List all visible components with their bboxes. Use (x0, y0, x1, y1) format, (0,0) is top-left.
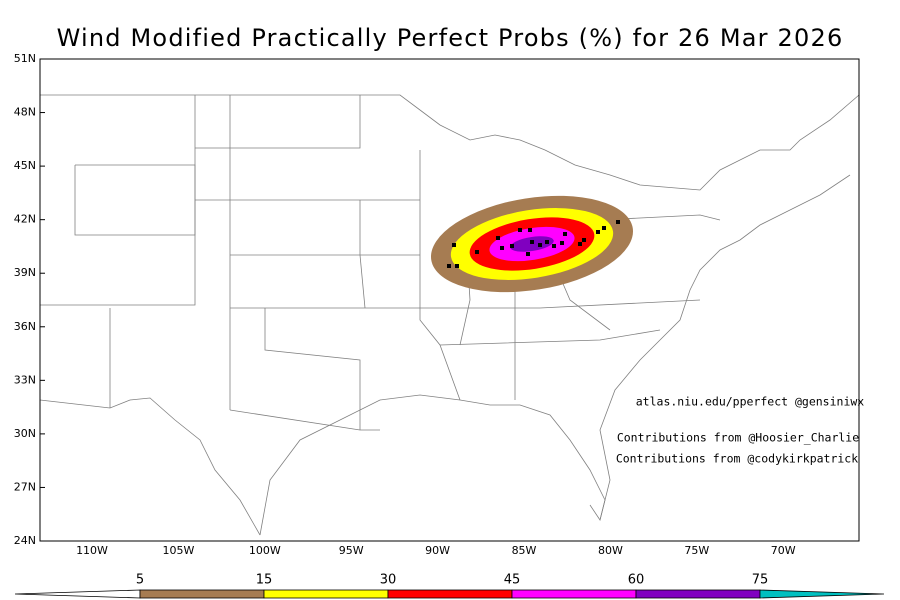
reports (447, 220, 620, 268)
coast (259, 394, 606, 536)
report (545, 240, 549, 244)
lat-label: 39N (14, 266, 36, 279)
lon-label: 105W (162, 544, 194, 557)
report (526, 252, 530, 256)
lat-label: 36N (14, 320, 36, 333)
state-line (599, 214, 721, 221)
report (518, 228, 522, 232)
state-line (195, 95, 361, 149)
report (452, 243, 456, 247)
colorbar-under (14, 589, 141, 599)
border (40, 94, 860, 191)
state-line (74, 164, 196, 236)
report (496, 236, 500, 240)
lat-label: 42N (14, 213, 36, 226)
lon-label: 110W (76, 544, 108, 557)
lat-label: 33N (14, 373, 36, 386)
colorbar-segment (635, 589, 761, 599)
colorbar-label: 5 (136, 573, 144, 588)
lat-label: 45N (14, 159, 36, 172)
lat-label: 24N (14, 534, 36, 547)
border (39, 397, 261, 536)
report (596, 230, 600, 234)
lon-label: 95W (339, 544, 364, 557)
colorbar-segment (511, 589, 637, 599)
report (455, 264, 459, 268)
lat-label: 51N (14, 52, 36, 65)
colorbar-label: 30 (380, 573, 397, 588)
lon-label: 100W (249, 544, 281, 557)
credit: atlas.niu.edu/pperfect @gensiniwx (636, 395, 865, 409)
report (510, 244, 514, 248)
report (538, 243, 542, 247)
credit: Contributions from @Hoosier_Charlie (617, 431, 859, 445)
colorbar-label: 75 (752, 573, 769, 588)
colorbar-segment (263, 589, 389, 599)
map-frame (39, 58, 860, 542)
lon-label: 80W (598, 544, 623, 557)
colorbar-label: 60 (628, 573, 645, 588)
report (578, 242, 582, 246)
report (530, 240, 534, 244)
report (560, 241, 564, 245)
report (563, 232, 567, 236)
state-line (230, 299, 701, 309)
lon-label: 75W (684, 544, 709, 557)
colorbar-segment (139, 589, 265, 599)
state-line (229, 409, 380, 431)
report (602, 226, 606, 230)
report (582, 238, 586, 242)
lon-label: 85W (512, 544, 537, 557)
lon-label: 90W (425, 544, 450, 557)
report (528, 228, 532, 232)
report (616, 220, 620, 224)
lat-label: 30N (14, 427, 36, 440)
lat-label: 48N (14, 106, 36, 119)
credit: Contributions from @codykirkpatrick (616, 452, 858, 466)
title: Wind Modified Practically Perfect Probs … (57, 24, 844, 52)
colorbar-label: 45 (504, 573, 521, 588)
lat-label: 27N (14, 480, 36, 493)
lon-label: 70W (771, 544, 796, 557)
coast (599, 174, 851, 521)
state-line (264, 308, 361, 430)
colorbar-segment (387, 589, 513, 599)
colorbar-label: 15 (256, 573, 273, 588)
colorbar-segment (759, 589, 885, 599)
state-line (40, 95, 196, 306)
basemap (39, 94, 860, 536)
report (447, 264, 451, 268)
report (475, 250, 479, 254)
report (552, 244, 556, 248)
report (500, 246, 504, 250)
state-line (419, 150, 461, 401)
state-line (439, 329, 661, 346)
state-line (359, 200, 366, 309)
